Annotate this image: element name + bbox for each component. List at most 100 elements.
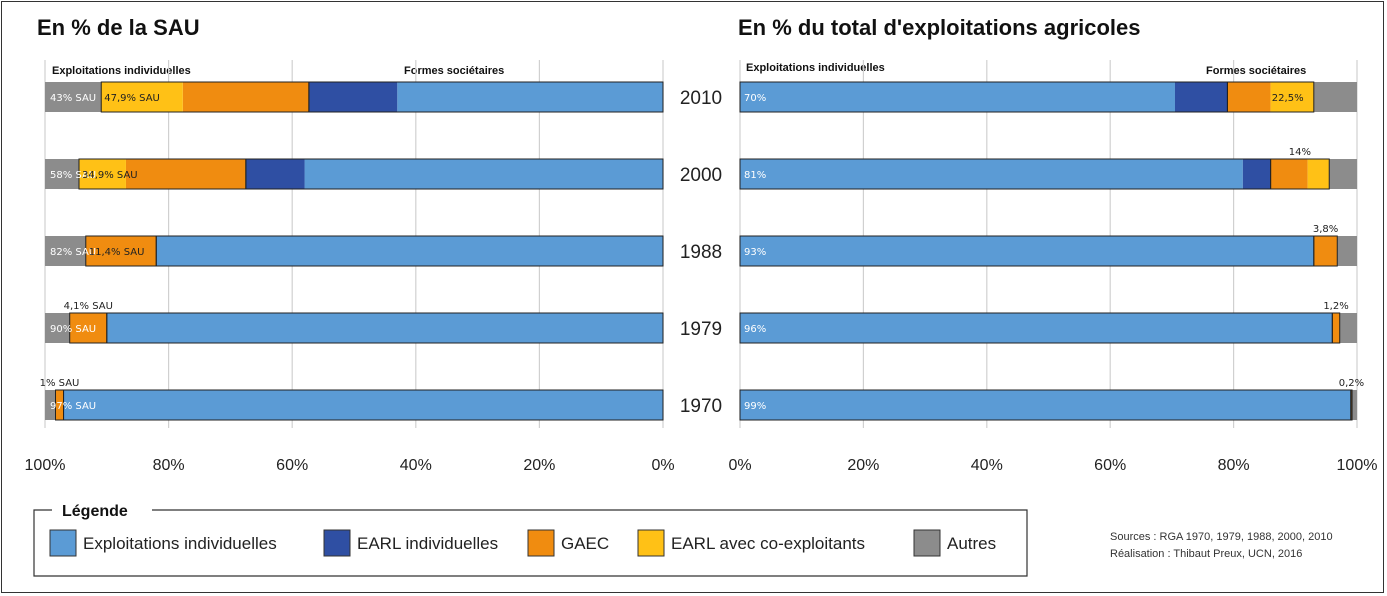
bar-segment-individuelles-2000	[304, 159, 663, 189]
label-societaires-1979: 4,1% SAU	[64, 301, 113, 312]
bar-segment-earl_ind-2010	[308, 82, 398, 112]
bar-segment-gaec-1970	[1350, 390, 1353, 420]
bar-segment-autres-2000	[1329, 159, 1357, 189]
legend-label-gaec: GAEC	[561, 534, 609, 553]
bar-segment-earl_co-2000	[78, 159, 126, 189]
label-individuelles-2000: 58% SAU	[50, 170, 96, 181]
legend: Légende Exploitations individuelles EARL …	[33, 503, 1028, 577]
bar-segment-individuelles-1988	[156, 236, 664, 266]
legend-swatch-earl_co	[637, 529, 665, 557]
x-tick-label: 20%	[523, 457, 555, 474]
legend-swatch-earl_ind	[323, 529, 351, 557]
bar-segment-gaec-1979	[69, 313, 107, 343]
bar-outline-societaires-1988	[85, 235, 157, 267]
legend-label-autres: Autres	[947, 534, 996, 553]
bar-outline-societaires-2010	[1226, 81, 1315, 113]
bar-segment-earl_ind-2000	[1242, 159, 1271, 189]
label-individuelles-1988: 93%	[744, 247, 766, 258]
legend-swatch-individuelles	[49, 529, 77, 557]
label-individuelles-2010: 43% SAU	[50, 93, 96, 104]
chart-title-exploitations: En % du total d'exploitations agricoles	[738, 15, 1141, 40]
label-societaires-2010: 22,5%	[1272, 93, 1304, 104]
label-societaires-2000: 14%	[1289, 147, 1311, 158]
label-societaires-1970: 0,2%	[1339, 378, 1364, 389]
label-individuelles-2010: 70%	[744, 93, 766, 104]
legend-swatch-gaec	[527, 529, 555, 557]
chart-title-sau: En % de la SAU	[37, 15, 200, 40]
label-societaires-1970: 1% SAU	[40, 378, 80, 389]
bar-segment-individuelles-1988	[740, 236, 1314, 266]
bar-outline-societaires-2010	[100, 81, 310, 113]
bar-segment-earl_ind-2010	[1174, 82, 1228, 112]
bar-segment-individuelles-1970	[740, 390, 1351, 420]
year-label-1988: 1988	[680, 242, 722, 263]
bar-outline-societaires-1979	[69, 312, 108, 344]
bar-segment-individuelles-2010	[397, 82, 663, 112]
credits-text: Réalisation : Thibaut Preux, UCN, 2016	[1110, 548, 1302, 560]
bar-segment-autres-2010	[1313, 82, 1357, 112]
bar-segment-autres-1988	[45, 236, 86, 266]
bar-segment-autres-1970	[45, 390, 56, 420]
x-tick-label: 20%	[847, 457, 879, 474]
legend-label-earl_ind: EARL individuelles	[357, 534, 498, 553]
legend-swatch-autres	[913, 529, 941, 557]
x-tick-label: 0%	[728, 457, 751, 474]
year-label-2010: 2010	[680, 88, 722, 109]
label-individuelles-2000: 81%	[744, 170, 766, 181]
bar-segment-gaec-2010	[1227, 82, 1271, 112]
year-label-1979: 1979	[680, 319, 722, 340]
bar-segment-autres-1970	[1352, 390, 1357, 420]
bar-segment-autres-2000	[45, 159, 79, 189]
x-tick-label: 60%	[276, 457, 308, 474]
bar-segment-gaec-1988	[1313, 236, 1338, 266]
bar-segment-earl_co-2000	[1307, 159, 1330, 189]
legend-frame	[33, 509, 1028, 577]
bar-segment-gaec-1988	[85, 236, 157, 266]
label-individuelles-1970: 97% SAU	[50, 401, 96, 412]
label-individuelles-1988: 82% SAU	[50, 247, 96, 258]
bar-outline-societaires-2000	[78, 158, 247, 190]
bar-segment-autres-1988	[1337, 236, 1357, 266]
label-individuelles-1979: 90% SAU	[50, 324, 96, 335]
bar-segment-individuelles-1970	[63, 390, 664, 420]
x-tick-label: 100%	[1337, 457, 1378, 474]
bar-outline-societaires-2000	[1270, 158, 1330, 190]
bar-segment-individuelles-1979	[740, 313, 1333, 343]
bar-segment-gaec-1970	[55, 390, 64, 420]
bar-segment-gaec-1979	[1332, 313, 1340, 343]
x-tick-label: 80%	[1218, 457, 1250, 474]
label-societaires-2000: 34,9% SAU	[82, 170, 138, 181]
x-tick-label: 100%	[25, 457, 66, 474]
bar-segment-gaec-2000	[125, 159, 246, 189]
label-individuelles-1970: 99%	[744, 401, 766, 412]
x-tick-label: 0%	[651, 457, 674, 474]
header-individuelles-right: Exploitations individuelles	[746, 62, 885, 74]
label-societaires-1979: 1,2%	[1323, 301, 1348, 312]
bar-segment-individuelles-1979	[106, 313, 664, 343]
x-tick-label: 80%	[153, 457, 185, 474]
x-tick-label: 60%	[1094, 457, 1126, 474]
bar-segment-gaec-2000	[1270, 159, 1308, 189]
header-individuelles-left: Exploitations individuelles	[52, 65, 191, 77]
bar-segment-autres-1979	[45, 313, 70, 343]
bar-segment-autres-1979	[1339, 313, 1357, 343]
bar-segment-individuelles-2010	[740, 82, 1175, 112]
year-label-1970: 1970	[680, 396, 722, 417]
label-societaires-1988: 11,4% SAU	[89, 247, 145, 258]
bar-outline-societaires-1970	[1350, 389, 1353, 421]
bar-segment-individuelles-2000	[740, 159, 1243, 189]
legend-title: Légende	[62, 503, 128, 520]
legend-label-earl_co: EARL avec co-exploitants	[671, 534, 865, 553]
bar-outline-societaires-1979	[1331, 312, 1341, 344]
year-label-2000: 2000	[680, 165, 722, 186]
bar-outline-societaires-1988	[1313, 235, 1338, 267]
bar-segment-earl_co-2010	[1270, 82, 1314, 112]
sources-text: Sources : RGA 1970, 1979, 1988, 2000, 20…	[1110, 531, 1333, 543]
header-societaires-right: Formes sociétaires	[1206, 65, 1306, 77]
bar-segment-earl_co-2010	[101, 82, 183, 112]
header-societaires-left: Formes sociétaires	[404, 65, 504, 77]
bar-segment-earl_ind-2000	[245, 159, 305, 189]
x-tick-label: 40%	[971, 457, 1003, 474]
